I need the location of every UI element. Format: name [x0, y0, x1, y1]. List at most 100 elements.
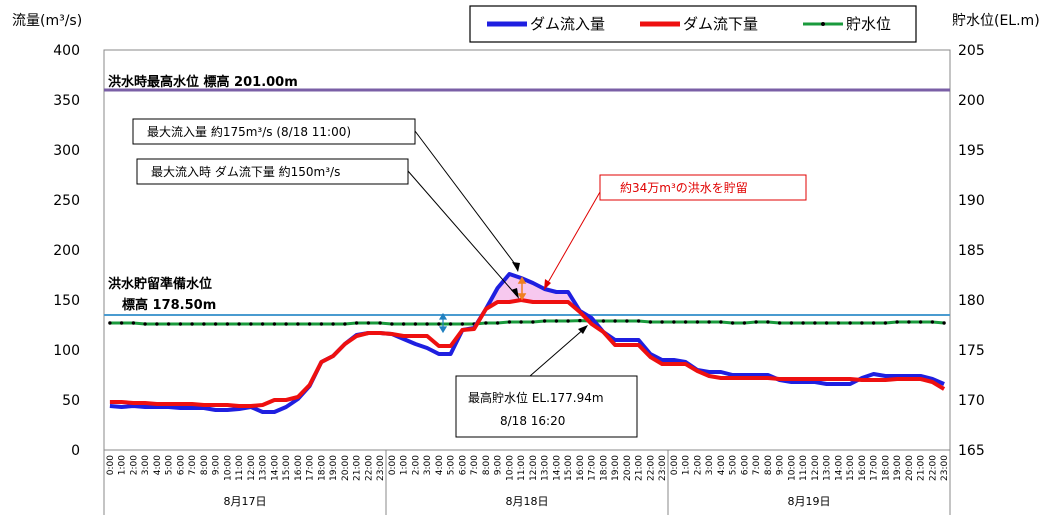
x-tick-label: 22:00 [646, 455, 656, 481]
x-tick-label: 14:00 [270, 455, 280, 481]
x-tick-label: 15:00 [564, 455, 574, 481]
flood-prep-level-label-2: 標高 178.50m [122, 297, 216, 313]
level-point [143, 322, 147, 326]
x-axis: 0:00 1:00 2:00 3:00 4:00 5:00 6:00 7:00 8:00 9:00… [103, 450, 951, 515]
x-tick-label: 5:00 [165, 455, 175, 475]
level-point [354, 321, 359, 325]
x-tick-label: 16:00 [294, 455, 304, 481]
x-tick-label: 21:00 [635, 455, 645, 481]
y-left-label: 流量(m³/s) [12, 13, 82, 29]
x-tick-label: 1:00 [118, 455, 128, 475]
level-point [437, 322, 441, 326]
x-day-label: 8月17日 [224, 495, 267, 508]
svg-text:8/18 16:20: 8/18 16:20 [500, 414, 565, 428]
level-point [660, 320, 664, 324]
level-point [284, 322, 288, 326]
level-point [272, 322, 277, 326]
x-tick-label: 11:00 [235, 455, 245, 481]
level-point [542, 319, 547, 323]
x-tick-label: 20:00 [341, 455, 351, 481]
x-tick-label: 7:00 [188, 455, 198, 475]
level-point [719, 320, 723, 324]
x-tick-label: 4:00 [153, 455, 163, 475]
y-right-tick-label: 170 [958, 393, 985, 409]
annotation-max-level: 最高貯水位 EL.177.94m 8/18 16:20 [455, 325, 638, 438]
series-level-line [109, 319, 945, 326]
x-tick-label: 16:00 [858, 455, 868, 481]
level-point [648, 320, 653, 324]
level-point [390, 322, 394, 326]
level-point [108, 321, 112, 325]
x-tick-label: 9:00 [494, 455, 504, 475]
x-tick-label: 0:00 [106, 455, 116, 475]
x-tick-label: 3:00 [423, 455, 433, 475]
series-reservoir-level [108, 318, 946, 326]
x-tick-label: 3:00 [705, 455, 715, 475]
level-point [307, 322, 312, 326]
x-tick-label: 17:00 [306, 455, 316, 481]
y-left-tick-label: 400 [53, 43, 80, 59]
y-left-tick-label: 100 [53, 343, 80, 359]
svg-text:約34万m³の洪水を貯留: 約34万m³の洪水を貯留 [620, 180, 748, 195]
level-point [343, 322, 347, 326]
level-point [484, 321, 488, 325]
y-right-tick-label: 185 [958, 243, 985, 259]
level-point [636, 319, 641, 323]
x-tick-label: 12:00 [811, 455, 821, 481]
y-right-tick-label: 175 [958, 343, 985, 359]
level-point [202, 322, 206, 326]
level-point [495, 321, 500, 325]
x-tick-label: 9:00 [212, 455, 222, 475]
x-tick-label: 9:00 [776, 455, 786, 475]
x-tick-label: 14:00 [834, 455, 844, 481]
x-day-label: 8月18日 [506, 495, 549, 508]
x-tick-label: 18:00 [317, 455, 327, 481]
x-tick-label: 2:00 [693, 455, 703, 475]
level-point [730, 321, 735, 325]
level-point [918, 320, 923, 324]
peak-marker [517, 276, 527, 301]
x-tick-label: 8:00 [764, 455, 774, 475]
level-point [178, 322, 183, 326]
x-tick-label: 23:00 [940, 455, 950, 481]
x-tick-label: 15:00 [846, 455, 856, 481]
level-point [625, 319, 629, 323]
x-tick-label: 8:00 [200, 455, 210, 475]
level-point [519, 320, 523, 324]
level-point [836, 321, 841, 325]
level-point [507, 320, 512, 324]
level-point [742, 321, 747, 325]
x-tick-label: 1:00 [682, 455, 692, 475]
level-gap-marker [438, 312, 448, 334]
x-tick-label: 8:00 [482, 455, 492, 475]
level-point [672, 320, 676, 324]
level-point [237, 322, 241, 326]
legend-label-release: ダム流下量 [683, 15, 758, 33]
y-left-tick-label: 50 [62, 393, 80, 409]
svg-text:最大流入量 約175m³/s (8/18 11:00): 最大流入量 約175m³/s (8/18 11:00) [147, 124, 351, 139]
level-point [695, 320, 700, 324]
storage-area [485, 274, 580, 312]
level-point [319, 322, 324, 326]
x-tick-label: 13:00 [259, 455, 269, 481]
level-point [378, 321, 382, 325]
y-right-tick-label: 180 [958, 293, 985, 309]
level-point [225, 322, 230, 326]
legend-marker-level [821, 22, 825, 26]
y-left-ticks: 0 50 100 150 200 250 300 350 400 [53, 43, 80, 459]
level-point [613, 319, 617, 323]
level-point [166, 322, 171, 326]
x-tick-label: 22:00 [364, 455, 374, 481]
x-tick-label: 6:00 [458, 455, 468, 475]
level-point [777, 321, 782, 325]
x-tick-label: 13:00 [541, 455, 551, 481]
level-point [531, 320, 535, 324]
level-point [260, 322, 265, 326]
legend-label-inflow: ダム流入量 [530, 15, 605, 33]
x-tick-label: 20:00 [623, 455, 633, 481]
level-point [578, 318, 582, 323]
level-point [801, 321, 805, 325]
level-point [413, 322, 418, 326]
x-tick-label: 0:00 [388, 455, 398, 475]
x-tick-label: 7:00 [752, 455, 762, 475]
